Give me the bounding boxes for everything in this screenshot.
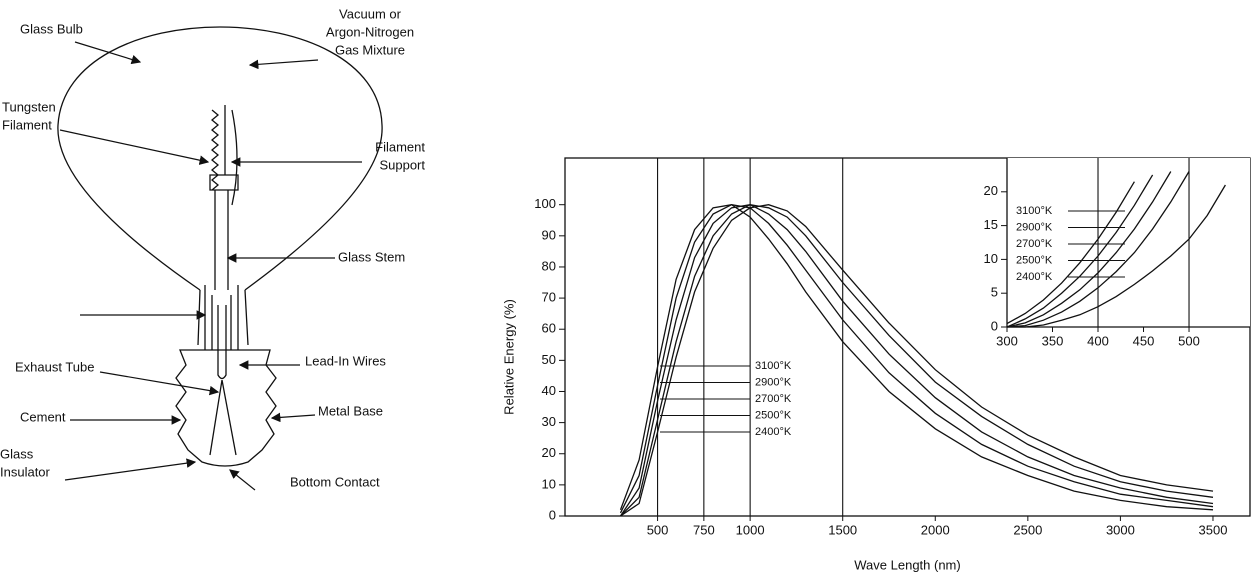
x-tick-label: 1000 [736, 522, 765, 537]
series-label: 3100°K [1016, 205, 1053, 217]
stem-press [209, 174, 239, 290]
series-label: 2900°K [755, 376, 792, 388]
y-tick-label: 80 [542, 258, 556, 273]
arrow [59, 129, 210, 165]
y-tick-label: 5 [991, 285, 998, 300]
y-tick-label: 20 [984, 183, 998, 198]
series-label: 2400°K [1016, 271, 1053, 283]
y-tick-label: 0 [991, 318, 998, 333]
series-line [1006, 174, 1154, 328]
filament [210, 109, 220, 191]
series-line [1006, 171, 1172, 328]
diagram-label: Argon-Nitrogen [326, 24, 414, 39]
bulb-outline [57, 26, 383, 291]
x-tick-label: 2000 [921, 522, 950, 537]
series-label: 2500°K [1016, 254, 1053, 266]
arrow [74, 41, 142, 65]
series-label: 2700°K [1016, 238, 1053, 250]
series-label: 2900°K [1016, 221, 1053, 233]
y-tick-label: 90 [542, 227, 556, 242]
x-tick-label: 400 [1087, 333, 1109, 348]
bulb-drawing [57, 26, 383, 467]
diagram-label: Cement [20, 409, 66, 424]
x-axis-title: Wave Length (nm) [854, 557, 960, 572]
y-tick-label: 30 [542, 414, 556, 429]
arrow [99, 371, 220, 396]
x-tick-label: 3000 [1106, 522, 1135, 537]
series-line [620, 204, 1214, 517]
x-tick-label: 300 [996, 333, 1018, 348]
y-tick-label: 100 [534, 196, 556, 211]
x-tick-label: 1500 [828, 522, 857, 537]
y-tick-label: 70 [542, 290, 556, 305]
diagram-label: Filament [2, 117, 52, 132]
x-tick-label: 2500 [1013, 522, 1042, 537]
y-tick-label: 0 [549, 507, 556, 522]
arrow [248, 59, 319, 70]
y-tick-label: 10 [542, 476, 556, 491]
x-tick-label: 3500 [1199, 522, 1228, 537]
series-line [620, 204, 1214, 517]
x-tick-label: 750 [693, 522, 715, 537]
diagram-label: Insulator [0, 464, 51, 479]
series-line [619, 204, 1214, 514]
series-label: 2400°K [755, 426, 792, 438]
diagram-label: Support [379, 157, 425, 172]
diagram-label: Exhaust Tube [15, 359, 95, 374]
series-line [619, 204, 1214, 517]
diagram-label: Tungsten [2, 99, 56, 114]
y-tick-label: 50 [542, 352, 556, 367]
lead-wires [209, 379, 237, 456]
diagram-label: Gas Mixture [335, 42, 405, 57]
inset-background [1007, 158, 1250, 327]
diagram-label: Lead-In Wires [305, 353, 386, 368]
arrow [229, 469, 256, 491]
glass-stem [204, 285, 239, 350]
arrow [64, 458, 197, 481]
y-axis-title: Relative Energy (%) [501, 299, 516, 415]
y-tick-label: 40 [542, 383, 556, 398]
callout-arrows [59, 41, 362, 491]
diagram-labels: Glass Bulb Vacuum or Argon-Nitrogen Gas Mix… [0, 6, 425, 489]
y-tick-label: 10 [984, 251, 998, 266]
x-tick-label: 450 [1133, 333, 1155, 348]
arrow [270, 412, 316, 423]
diagram-label: Vacuum or [339, 6, 402, 21]
y-tick-label: 15 [984, 217, 998, 232]
series-line [1006, 171, 1190, 328]
x-tick-label: 500 [1178, 333, 1200, 348]
series-label: 2500°K [755, 409, 792, 421]
metal-base [175, 349, 277, 467]
y-tick-label: 20 [542, 445, 556, 460]
diagram-label: Glass [0, 446, 34, 461]
series-label: 2700°K [755, 393, 792, 405]
y-tick-label: 60 [542, 321, 556, 336]
series-line [1007, 184, 1226, 328]
diagram-label: Glass Stem [338, 249, 405, 264]
series-line [619, 204, 1214, 511]
series-label: 3100°K [755, 360, 792, 372]
x-tick-label: 350 [1042, 333, 1064, 348]
series-line [1006, 181, 1135, 325]
diagram-label: Filament [375, 139, 425, 154]
diagram-label: Bottom Contact [290, 474, 380, 489]
exhaust-tube [217, 305, 227, 380]
diagram-label: Metal Base [318, 403, 383, 418]
x-tick-label: 500 [647, 522, 669, 537]
diagram-label: Glass Bulb [20, 21, 83, 36]
